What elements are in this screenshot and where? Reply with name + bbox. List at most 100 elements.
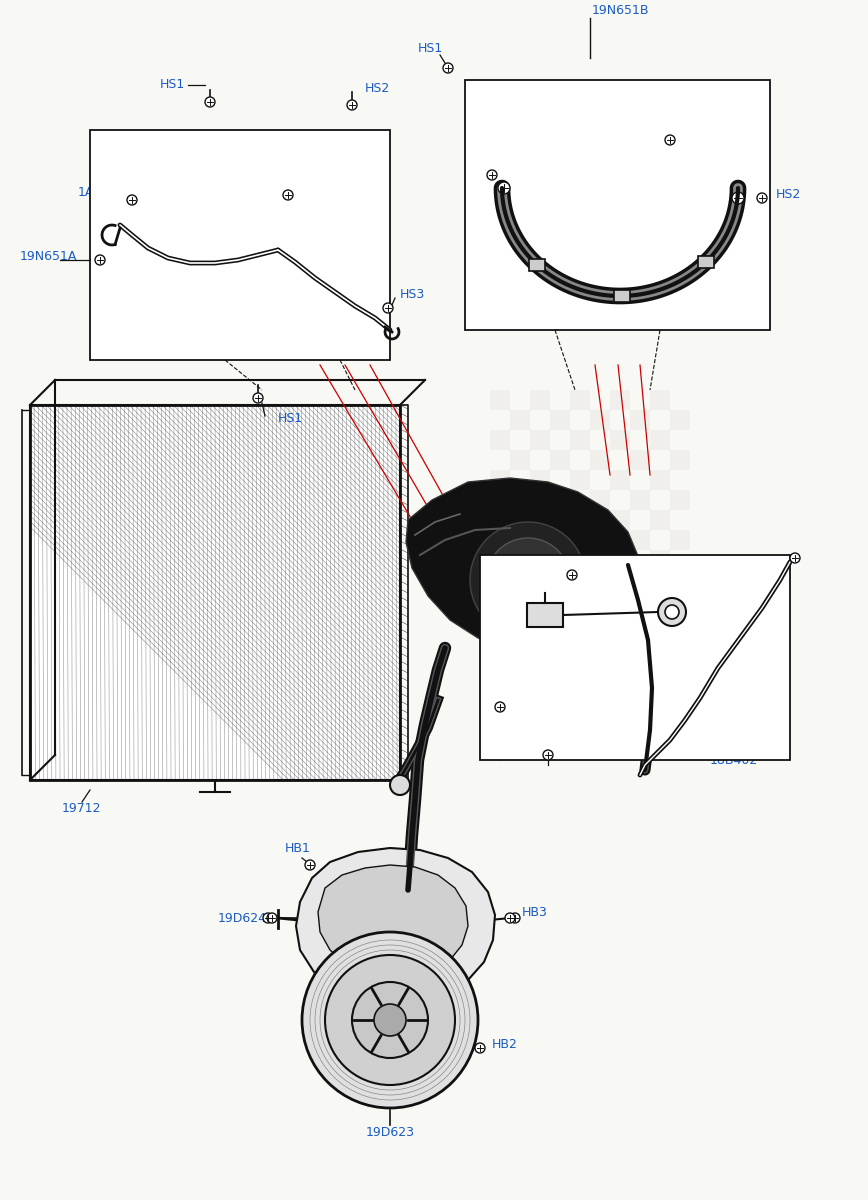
Bar — [650, 390, 670, 410]
Circle shape — [325, 955, 455, 1085]
Bar — [590, 450, 610, 470]
Circle shape — [486, 538, 570, 622]
Bar — [550, 410, 570, 430]
Circle shape — [505, 913, 515, 923]
Text: HS1: HS1 — [418, 42, 444, 54]
Bar — [650, 470, 670, 490]
Circle shape — [352, 982, 428, 1058]
Text: 19N651A: 19N651A — [20, 250, 77, 263]
Circle shape — [790, 553, 800, 563]
Bar — [590, 490, 610, 510]
Circle shape — [374, 1004, 406, 1036]
Bar — [570, 430, 590, 450]
Circle shape — [658, 598, 686, 626]
Bar — [610, 470, 630, 490]
Bar — [570, 470, 590, 490]
Circle shape — [498, 182, 510, 194]
Bar — [630, 570, 650, 590]
Circle shape — [475, 1043, 485, 1054]
Bar — [510, 410, 530, 430]
Bar — [630, 410, 650, 430]
Text: 18B402: 18B402 — [710, 754, 759, 767]
Bar — [530, 550, 550, 570]
Bar — [670, 450, 690, 470]
Text: HB1: HB1 — [285, 841, 311, 854]
Text: 1A194B: 1A194B — [680, 124, 728, 137]
Bar — [670, 410, 690, 430]
Text: 19D623: 19D623 — [365, 1127, 415, 1140]
Bar — [650, 430, 670, 450]
Circle shape — [665, 134, 675, 145]
Text: 19712: 19712 — [62, 802, 102, 815]
Text: 1A194C: 1A194C — [502, 689, 551, 702]
Circle shape — [302, 932, 478, 1108]
Text: HS3: HS3 — [400, 288, 425, 301]
Bar — [610, 390, 630, 410]
Polygon shape — [406, 478, 638, 650]
Bar — [490, 510, 510, 530]
Circle shape — [665, 605, 679, 619]
Bar — [630, 490, 650, 510]
Bar — [510, 490, 530, 510]
Bar — [529, 259, 545, 271]
Text: 12A644: 12A644 — [500, 636, 548, 648]
Text: HS1: HS1 — [516, 736, 541, 749]
Bar — [610, 550, 630, 570]
Text: 1A194A: 1A194A — [290, 179, 339, 192]
Bar — [590, 530, 610, 550]
Circle shape — [95, 254, 105, 265]
Bar — [570, 390, 590, 410]
Bar — [610, 430, 630, 450]
Bar — [590, 410, 610, 430]
Circle shape — [543, 750, 553, 760]
Circle shape — [383, 302, 393, 313]
Text: HS2: HS2 — [365, 82, 391, 95]
Bar — [530, 510, 550, 530]
Bar — [610, 510, 630, 530]
Bar — [530, 470, 550, 490]
Bar — [670, 490, 690, 510]
Circle shape — [347, 100, 357, 110]
Circle shape — [732, 192, 744, 204]
Circle shape — [510, 913, 520, 923]
Polygon shape — [296, 848, 495, 998]
Bar — [530, 390, 550, 410]
Text: HB2: HB2 — [492, 1038, 518, 1050]
Bar — [650, 510, 670, 530]
Circle shape — [443, 62, 453, 73]
Bar — [550, 570, 570, 590]
Bar — [550, 490, 570, 510]
Bar — [490, 390, 510, 410]
Bar — [615, 290, 630, 302]
Bar — [570, 550, 590, 570]
Bar — [90, 130, 390, 360]
Text: HS1: HS1 — [160, 78, 185, 91]
Bar — [490, 550, 510, 570]
Circle shape — [567, 570, 577, 580]
Bar — [650, 550, 670, 570]
Polygon shape — [318, 865, 468, 976]
Bar — [570, 510, 590, 530]
Circle shape — [283, 190, 293, 200]
Polygon shape — [30, 404, 400, 780]
Bar — [698, 256, 713, 268]
Circle shape — [263, 913, 273, 923]
Text: HS1: HS1 — [575, 551, 601, 564]
Bar — [550, 450, 570, 470]
Circle shape — [253, 392, 263, 403]
Text: 19N651B: 19N651B — [592, 4, 649, 17]
Bar — [670, 570, 690, 590]
Circle shape — [127, 194, 137, 205]
Circle shape — [267, 913, 277, 923]
Bar — [490, 470, 510, 490]
Circle shape — [510, 562, 546, 598]
Circle shape — [205, 97, 215, 107]
Bar — [630, 450, 650, 470]
Bar — [465, 80, 770, 330]
Bar — [510, 450, 530, 470]
Text: aria: aria — [40, 610, 270, 710]
Bar — [630, 530, 650, 550]
Text: 1A194B: 1A194B — [466, 158, 515, 172]
Bar — [527, 602, 563, 626]
Text: HS1: HS1 — [278, 412, 303, 425]
